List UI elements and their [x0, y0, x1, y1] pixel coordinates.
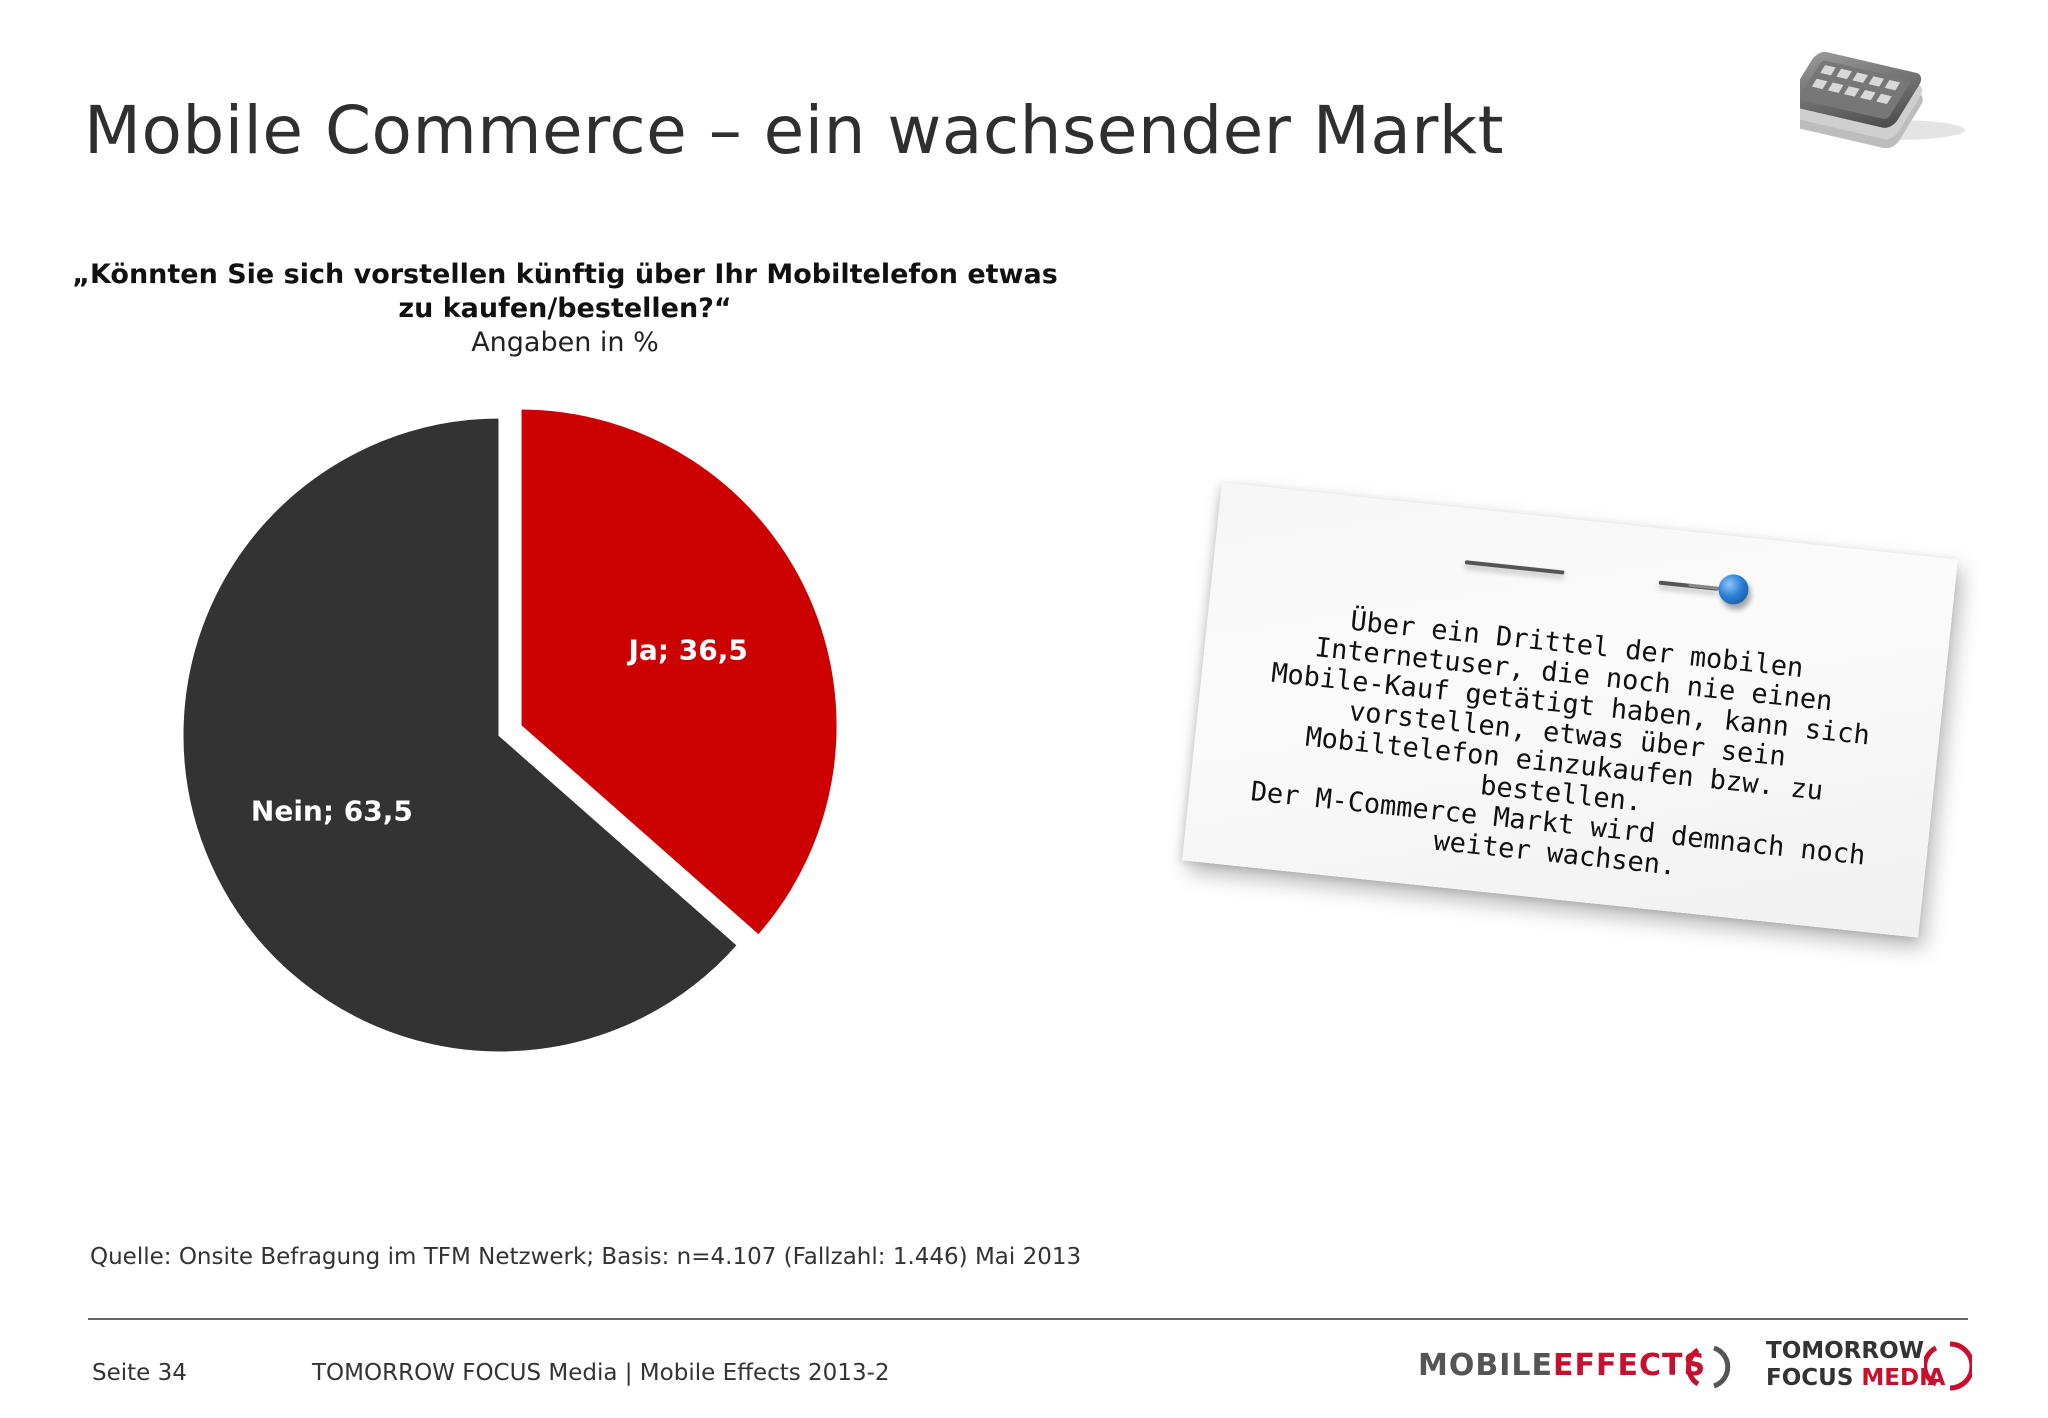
smartphone-icon: [1800, 51, 1965, 148]
logo-arc-icon: [1924, 1341, 1972, 1391]
question-line-1: „Könnten Sie sich vorstellen künftig übe…: [72, 259, 1058, 290]
pie-slice-nein: [180, 415, 741, 1055]
pie-label-ja: Ja; 36,5: [628, 633, 748, 667]
page-title: Mobile Commerce – ein wachsender Markt: [84, 92, 1505, 169]
chart-title: „Könnten Sie sich vorstellen künftig übe…: [60, 258, 1070, 360]
pie-slice-ja: [518, 406, 840, 939]
logo-mobile-text: MOBILE: [1418, 1348, 1553, 1383]
sticky-note: Über ein Drittel der mobilen Internetuse…: [1182, 482, 1958, 938]
pie-label-nein: Nein; 63,5: [250, 794, 413, 828]
source-note: Quelle: Onsite Befragung im TFM Netzwerk…: [90, 1244, 1082, 1270]
question-line-2: zu kaufen/bestellen?“: [398, 293, 732, 324]
pie-chart: [180, 406, 840, 1055]
tomorrow-focus-media-logo: TOMORROW FOCUS MEDIA: [1766, 1338, 1945, 1392]
chart-subtitle: Angaben in %: [471, 327, 659, 358]
page-number: Seite 34: [92, 1360, 187, 1386]
logo-effects-text: EFFECTS: [1553, 1348, 1707, 1383]
mobile-effects-logo: MOBILEEFFECTS: [1418, 1348, 1706, 1383]
logo-arc-icon: [1686, 1345, 1731, 1389]
footer-text: TOMORROW FOCUS Media | Mobile Effects 20…: [312, 1360, 890, 1386]
logo-focus-text: FOCUS: [1766, 1365, 1854, 1391]
footer-divider: [88, 1318, 1968, 1320]
logo-tomorrow-text: TOMORROW: [1766, 1338, 1925, 1364]
